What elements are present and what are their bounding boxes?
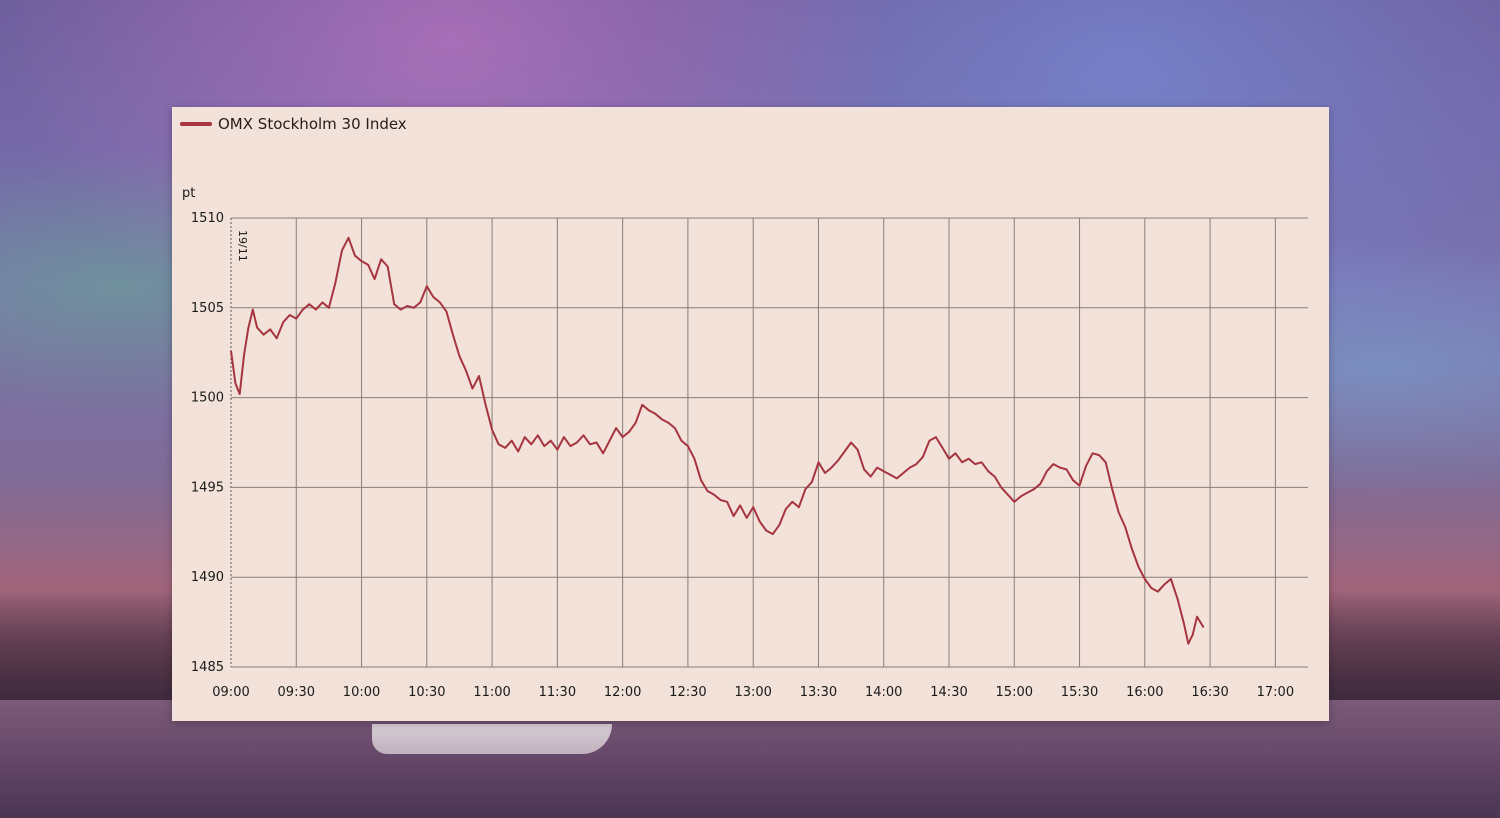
legend-swatch <box>180 122 212 126</box>
legend-label-omxs30: OMX Stockholm 30 Index <box>218 115 407 133</box>
background-ship <box>372 724 612 754</box>
line-chart: 1485 1490 1495 1500 1505 1510 09:00 09:30 10:00… <box>182 186 1308 700</box>
x-tick-1500: 15:00 <box>996 685 1033 700</box>
horizontal-gridlines <box>231 217 1308 668</box>
y-tick-1485: 1485 <box>191 660 224 675</box>
x-tick-1030: 10:30 <box>408 685 445 700</box>
y-tick-1495: 1495 <box>191 480 224 495</box>
x-tick-1100: 11:00 <box>473 685 510 700</box>
x-tick-1430: 14:30 <box>930 685 967 700</box>
y-tick-1505: 1505 <box>191 301 224 316</box>
x-tick-1630: 16:30 <box>1191 685 1228 700</box>
vertical-gridlines <box>230 218 1276 667</box>
chart-legend: OMX Stockholm 30 Index <box>180 115 407 133</box>
y-axis-unit-label: pt <box>182 186 195 201</box>
x-tick-1700: 17:00 <box>1257 685 1294 700</box>
x-tick-1300: 13:00 <box>734 685 771 700</box>
x-tick-0930: 09:30 <box>278 685 315 700</box>
x-tick-1600: 16:00 <box>1126 685 1163 700</box>
y-tick-labels: 1485 1490 1495 1500 1505 1510 <box>191 211 224 675</box>
x-tick-1130: 11:30 <box>539 685 576 700</box>
x-tick-labels: 09:00 09:30 10:00 10:30 11:00 11:30 12:00 12:30… <box>212 685 1294 700</box>
x-tick-1200: 12:00 <box>604 685 641 700</box>
x-tick-1330: 13:30 <box>800 685 837 700</box>
series-group <box>230 236 1205 645</box>
chart-panel: OMX Stockholm 30 Index 1485 1490 1495 1500 1… <box>172 107 1329 721</box>
x-tick-1530: 15:30 <box>1061 685 1098 700</box>
x-tick-1400: 14:00 <box>865 685 902 700</box>
series-line-0 <box>230 236 1205 645</box>
y-tick-1490: 1490 <box>191 570 224 585</box>
date-marker-label: 19/11 <box>236 230 249 262</box>
x-tick-0900: 09:00 <box>212 685 249 700</box>
x-tick-1230: 12:30 <box>669 685 706 700</box>
y-tick-1510: 1510 <box>191 211 224 226</box>
y-tick-1500: 1500 <box>191 391 224 406</box>
x-tick-1000: 10:00 <box>343 685 380 700</box>
